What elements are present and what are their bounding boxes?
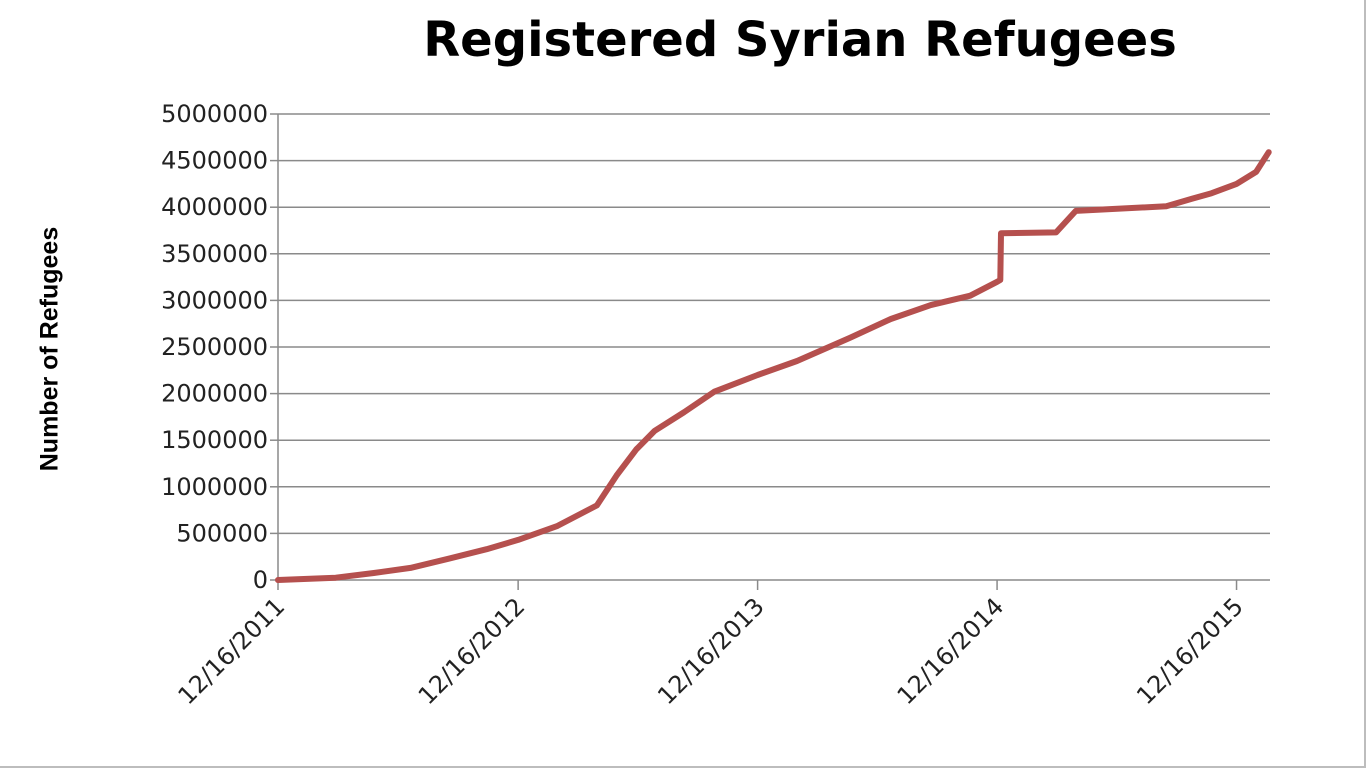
frame-border-bottom	[0, 766, 1366, 768]
y-tick-label: 3000000	[161, 286, 268, 314]
y-tick-label: 3500000	[161, 240, 268, 268]
y-tick-label: 4500000	[161, 147, 268, 175]
series-line	[275, 149, 1272, 583]
x-tick-label: 12/16/2011	[173, 592, 291, 710]
x-tick-label: 12/16/2015	[1131, 592, 1249, 710]
y-tick-label: 5000000	[161, 100, 268, 128]
x-tick-label: 12/16/2014	[892, 592, 1010, 710]
chart-title: Registered Syrian Refugees	[423, 12, 1177, 68]
y-tick-label: 2500000	[161, 333, 268, 361]
x-tick-label: 12/16/2012	[413, 592, 531, 710]
y-tick-label: 2000000	[161, 380, 268, 408]
y-tick-label: 4000000	[161, 193, 268, 221]
y-tick-label: 0	[253, 566, 268, 594]
y-tick-label: 1500000	[161, 426, 268, 454]
x-tick-label: 12/16/2013	[652, 592, 770, 710]
y-tick-label: 500000	[176, 519, 268, 547]
y-tick-label: 1000000	[161, 473, 268, 501]
frame-border-right	[1364, 0, 1366, 768]
